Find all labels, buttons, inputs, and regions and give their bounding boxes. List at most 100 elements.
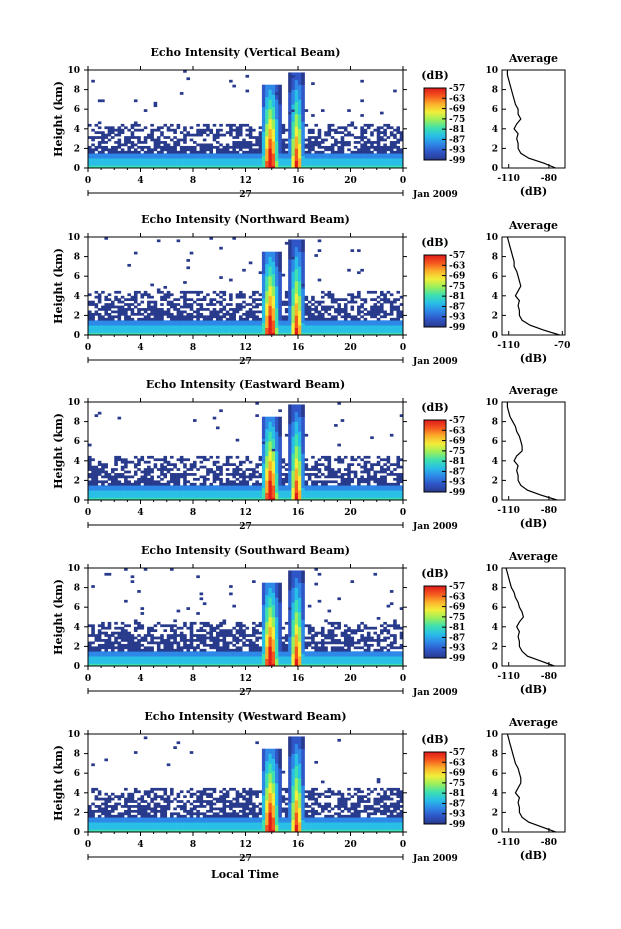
heatmap-cell: [238, 495, 243, 498]
heatmap-cell: [153, 163, 158, 166]
heatmap-cell: [261, 426, 266, 430]
heatmap-cell: [294, 428, 299, 432]
heatmap-cell: [261, 131, 266, 134]
heatmap-cell: [170, 463, 174, 466]
heatmap-cell: [94, 648, 99, 652]
heatmap-cell: [183, 485, 187, 489]
heatmap-cell: [366, 138, 371, 142]
heatmap-cell: [235, 150, 240, 154]
heatmap-cell: [215, 495, 220, 498]
heatmap-cell: [186, 322, 191, 326]
heatmap-cell: [212, 155, 217, 159]
heatmap-cell: [196, 468, 200, 471]
heatmap-cell: [117, 143, 122, 147]
heatmap-cell: [294, 153, 299, 157]
heatmap-cell: [212, 460, 217, 464]
heatmap-cell: [307, 332, 312, 336]
heatmap-cell: [294, 249, 299, 252]
heatmap-cell: [268, 460, 273, 464]
heatmap-cell: [229, 497, 233, 501]
heatmap-cell: [110, 325, 115, 328]
heatmap-cell: [107, 155, 112, 159]
heatmap-cell: [229, 133, 233, 137]
heatmap-cell: [252, 293, 256, 297]
heatmap-cell: [193, 463, 197, 466]
heatmap-cell: [360, 131, 364, 134]
heatmap-cell: [94, 163, 99, 166]
heatmap-cell: [258, 487, 263, 491]
heatmap-cell: [186, 332, 191, 336]
heatmap-cell: [360, 305, 364, 309]
heatmap-cell: [199, 490, 204, 493]
heatmap-cell: [268, 325, 273, 328]
heatmap-cell: [294, 322, 299, 326]
heatmap-cell: [324, 155, 328, 159]
heatmap-cell: [176, 123, 181, 127]
heatmap-cell: [275, 453, 279, 457]
heatmap-cell: [130, 636, 135, 640]
heatmap-cell: [278, 475, 282, 479]
heatmap-cell: [301, 283, 305, 287]
heatmap-cell: [229, 126, 233, 130]
heatmap-cell: [173, 136, 177, 139]
heatmap-cell: [294, 404, 299, 408]
heatmap-cell: [278, 114, 282, 117]
heatmap-cell: [327, 148, 332, 152]
heatmap-cell: [291, 453, 296, 457]
heatmap-cell: [166, 153, 171, 157]
heatmap-cell: [278, 470, 282, 474]
heatmap-cell: [317, 495, 322, 498]
heatmap-cell: [275, 141, 279, 144]
heatmap-cell: [327, 468, 332, 471]
heatmap-cell: [215, 131, 220, 134]
heatmap-cell: [340, 475, 345, 479]
heatmap-cell: [291, 96, 296, 100]
heatmap-cell: [396, 473, 401, 476]
heatmap-cell: [294, 497, 299, 501]
heatmap-cell: [275, 143, 279, 147]
heatmap-cell: [127, 298, 131, 301]
heatmap-cell: [186, 163, 191, 166]
heatmap-cell: [288, 109, 292, 112]
heatmap-cell: [232, 315, 236, 319]
heatmap-cell: [370, 131, 374, 134]
heatmap-cell: [248, 143, 253, 147]
heatmap-cell: [238, 141, 243, 144]
heatmap-cell: [373, 480, 378, 484]
heatmap-cell: [97, 121, 102, 125]
heatmap-cell: [389, 293, 394, 297]
heatmap-cell: [199, 133, 204, 137]
heatmap-cell: [248, 158, 253, 161]
heatmap-cell: [91, 327, 95, 331]
heatmap-cell: [376, 160, 381, 164]
heatmap-cell: [193, 310, 197, 314]
heatmap-cell: [94, 414, 99, 417]
heatmap-cell: [248, 145, 253, 149]
heatmap-cell: [291, 109, 296, 112]
heatmap-cell: [199, 465, 204, 469]
date-month-year-label: Jan 2009: [412, 190, 458, 200]
heatmap-cell: [127, 646, 131, 650]
heatmap-cell: [245, 74, 250, 78]
heatmap-cell: [143, 468, 148, 471]
heatmap-cell: [343, 305, 348, 309]
heatmap-cell: [212, 298, 217, 301]
heatmap-cell: [91, 482, 95, 486]
heatmap-cell: [147, 148, 151, 152]
heatmap-cell: [278, 448, 282, 452]
heatmap-cell: [124, 661, 128, 664]
heatmap-cell: [275, 295, 279, 299]
heatmap-cell: [183, 126, 187, 130]
heatmap-cell: [183, 497, 187, 501]
heatmap-cell: [101, 656, 105, 659]
heatmap-cell: [373, 160, 378, 164]
heatmap-cell: [291, 438, 296, 442]
heatmap-cell: [278, 138, 282, 142]
heatmap-cell: [301, 480, 305, 484]
heatmap-cell: [376, 327, 381, 331]
heatmap-cell: [114, 497, 118, 501]
heatmap-cell: [340, 480, 345, 484]
heatmap-cell: [88, 468, 92, 471]
heatmap-cell: [238, 160, 243, 164]
heatmap-cell: [143, 138, 148, 142]
